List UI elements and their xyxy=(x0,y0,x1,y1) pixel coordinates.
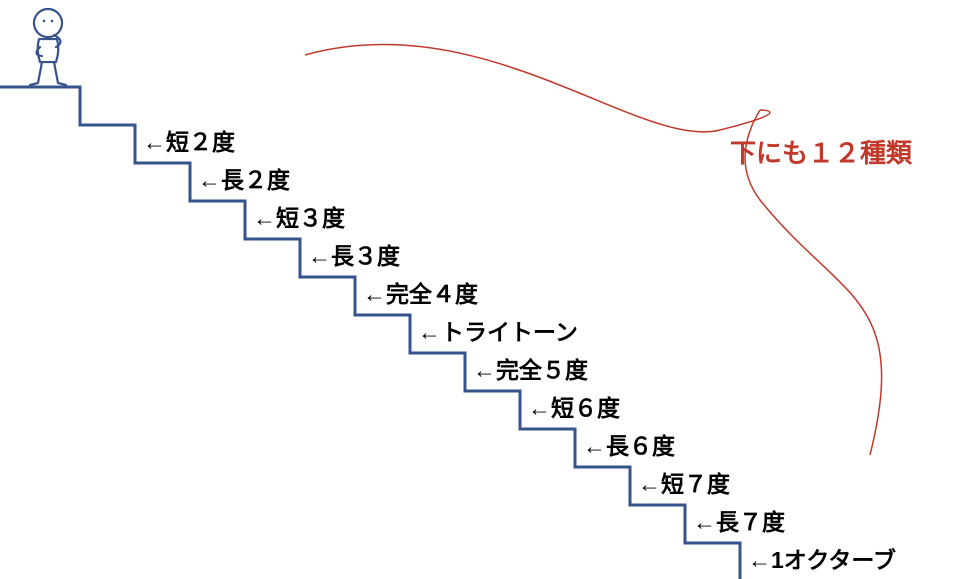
diagram-stage: ←短２度 ←長２度 ←短３度 ←長３度 ←完全４度 ←トライトーン ←完全５度 ←短６度 ←長６… xyxy=(0,0,979,579)
interval-label: ←長７度 xyxy=(693,511,785,534)
interval-label: ←長２度 xyxy=(198,169,290,192)
interval-label: ←短６度 xyxy=(528,397,620,420)
interval-label: ←短３度 xyxy=(253,207,345,230)
interval-label: ←トライトーン xyxy=(418,321,578,344)
interval-label: ←完全５度 xyxy=(473,359,588,382)
interval-label: ←短７度 xyxy=(638,473,730,496)
interval-label: ←短２度 xyxy=(143,131,235,154)
thinking-figure xyxy=(30,9,66,85)
interval-label: ←長３度 xyxy=(308,245,400,268)
interval-label: ←長６度 xyxy=(583,435,675,458)
interval-label: ←1オクターブ xyxy=(748,549,896,572)
figure-svg xyxy=(0,0,979,579)
brace-title: 下にも１２種類 xyxy=(730,140,912,166)
interval-label: ←完全４度 xyxy=(363,283,478,306)
